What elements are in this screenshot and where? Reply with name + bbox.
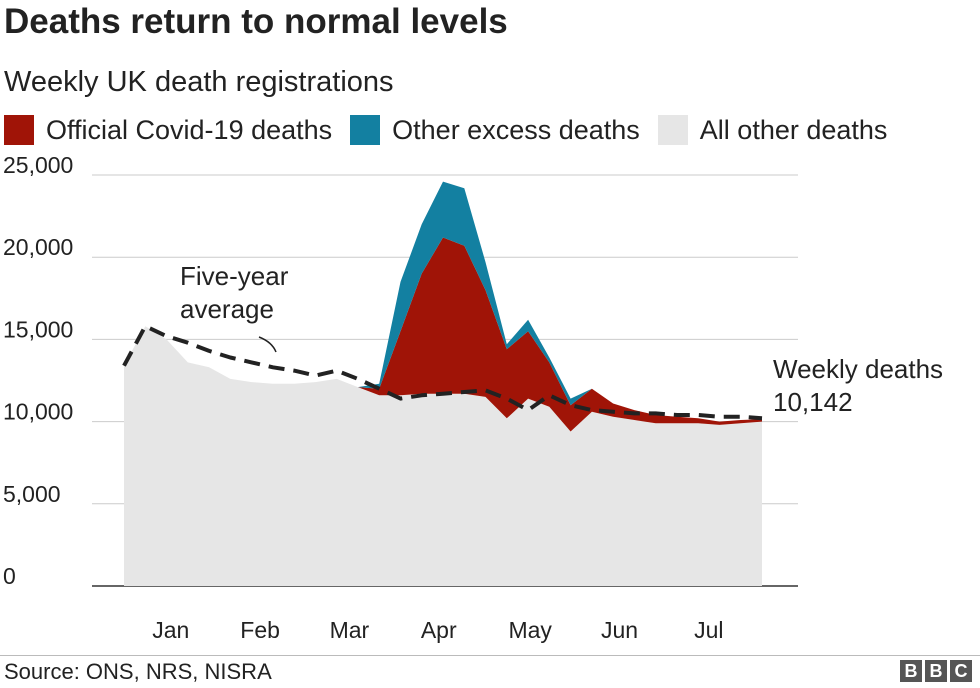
annotation-weekly-deaths-line1: Weekly deaths <box>773 354 943 384</box>
x-tick-label: Jul <box>694 617 723 643</box>
bbc-logo-block: C <box>950 660 972 682</box>
bbc-logo: B B C <box>900 660 972 682</box>
footer-divider <box>0 655 980 656</box>
bbc-logo-block: B <box>925 660 947 682</box>
annotation-weekly-deaths-line2: 10,142 <box>773 387 853 417</box>
chart-title: Deaths return to normal levels <box>4 2 508 41</box>
x-tick-label: Feb <box>240 617 280 643</box>
annotation-five-year-connector <box>258 336 277 353</box>
annotation-five-year-line1: Five-year <box>180 261 289 291</box>
average-line-layer <box>122 324 763 421</box>
x-tick-label: Jun <box>601 617 638 643</box>
y-tick-label: 10,000 <box>3 399 73 425</box>
five-year-average-line <box>122 324 763 421</box>
legend-label-all-other: All other deaths <box>699 114 888 145</box>
legend-swatch-all-other <box>657 115 688 145</box>
x-tick-label: Apr <box>421 617 457 643</box>
y-tick-label: 15,000 <box>3 316 73 342</box>
source-note: Source: ONS, NRS, NISRA <box>4 659 272 684</box>
y-tick-label: 25,000 <box>3 152 73 178</box>
axis-layer: 0 5,000 10,000 15,000 20,000 25,000 Jan Feb Mar A… <box>3 152 724 643</box>
area-layer <box>124 181 762 586</box>
legend-item-all-other: All other deaths <box>657 114 888 146</box>
x-tick-label: Mar <box>330 617 370 643</box>
legend-item-other-excess: Other excess deaths <box>350 115 640 146</box>
legend-label-other-excess: Other excess deaths <box>392 114 640 145</box>
legend-swatch-other-excess <box>350 115 381 145</box>
bbc-logo-block: B <box>900 660 922 682</box>
area-all-other-deaths <box>124 326 762 586</box>
chart-subtitle: Weekly UK death registrations <box>4 66 394 98</box>
legend-item-covid: Official Covid-19 deaths <box>4 115 332 146</box>
chart-legend: Official Covid-19 deaths Other excess de… <box>4 112 905 148</box>
y-tick-label: 0 <box>3 563 16 589</box>
y-tick-label: 5,000 <box>3 481 61 507</box>
legend-label-covid: Official Covid-19 deaths <box>46 114 333 145</box>
y-tick-label: 20,000 <box>3 234 73 260</box>
x-tick-label: May <box>508 617 552 643</box>
x-tick-label: Jan <box>152 617 189 643</box>
area-other-excess-deaths <box>124 181 762 422</box>
annotation-five-year-line2: average <box>180 294 274 324</box>
legend-swatch-covid <box>4 115 34 145</box>
area-covid-deaths <box>124 237 762 432</box>
